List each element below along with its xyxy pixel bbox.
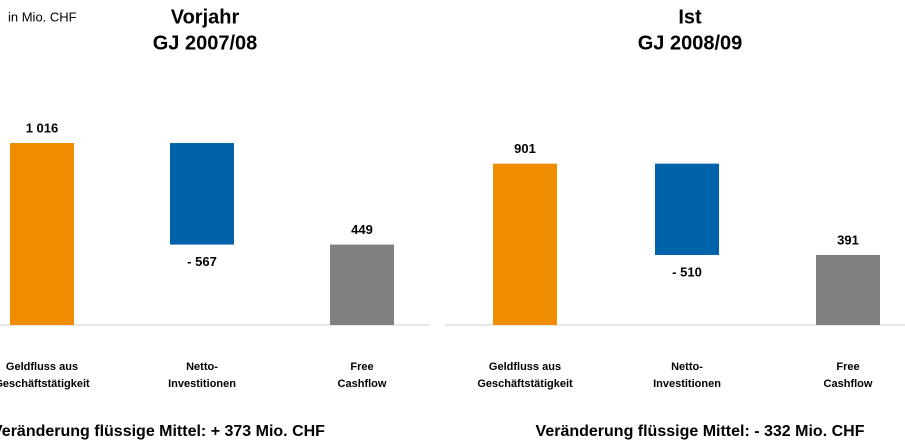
unit-label: in Mio. CHF — [8, 9, 77, 24]
category-label: Geschäftstätigkeit — [0, 378, 90, 390]
value-label: 901 — [514, 141, 536, 156]
category-label: Free — [350, 361, 373, 373]
value-label: 391 — [837, 232, 859, 247]
category-label: Investitionen — [653, 378, 721, 390]
category-label: Geldfluss aus — [489, 361, 561, 373]
bar — [816, 254, 880, 325]
bar — [655, 163, 719, 255]
category-label: Cashflow — [338, 378, 387, 390]
category-label: Geschäftstätigkeit — [477, 378, 573, 390]
value-label: - 510 — [672, 264, 702, 279]
chart-title: GJ 2008/09 — [638, 32, 743, 54]
bar — [493, 163, 557, 325]
chart-title: GJ 2007/08 — [153, 32, 258, 54]
value-label: 449 — [351, 222, 373, 237]
bar — [330, 244, 394, 325]
value-label: 1 016 — [26, 120, 59, 135]
chart-title: Vorjahr — [171, 6, 240, 28]
bar — [170, 143, 234, 245]
category-label: Free — [836, 361, 859, 373]
note: Veränderung flüssige Mittel: - 332 Mio. … — [536, 423, 865, 440]
category-label: Cashflow — [824, 378, 873, 390]
value-label: - 567 — [187, 254, 217, 269]
bar — [10, 143, 74, 325]
chart-title: Ist — [678, 6, 702, 28]
category-label: Investitionen — [168, 378, 236, 390]
note: Veränderung flüssige Mittel: + 373 Mio. … — [0, 423, 325, 440]
category-label: Netto- — [186, 361, 218, 373]
category-label: Geldfluss aus — [6, 361, 78, 373]
category-label: Netto- — [671, 361, 703, 373]
